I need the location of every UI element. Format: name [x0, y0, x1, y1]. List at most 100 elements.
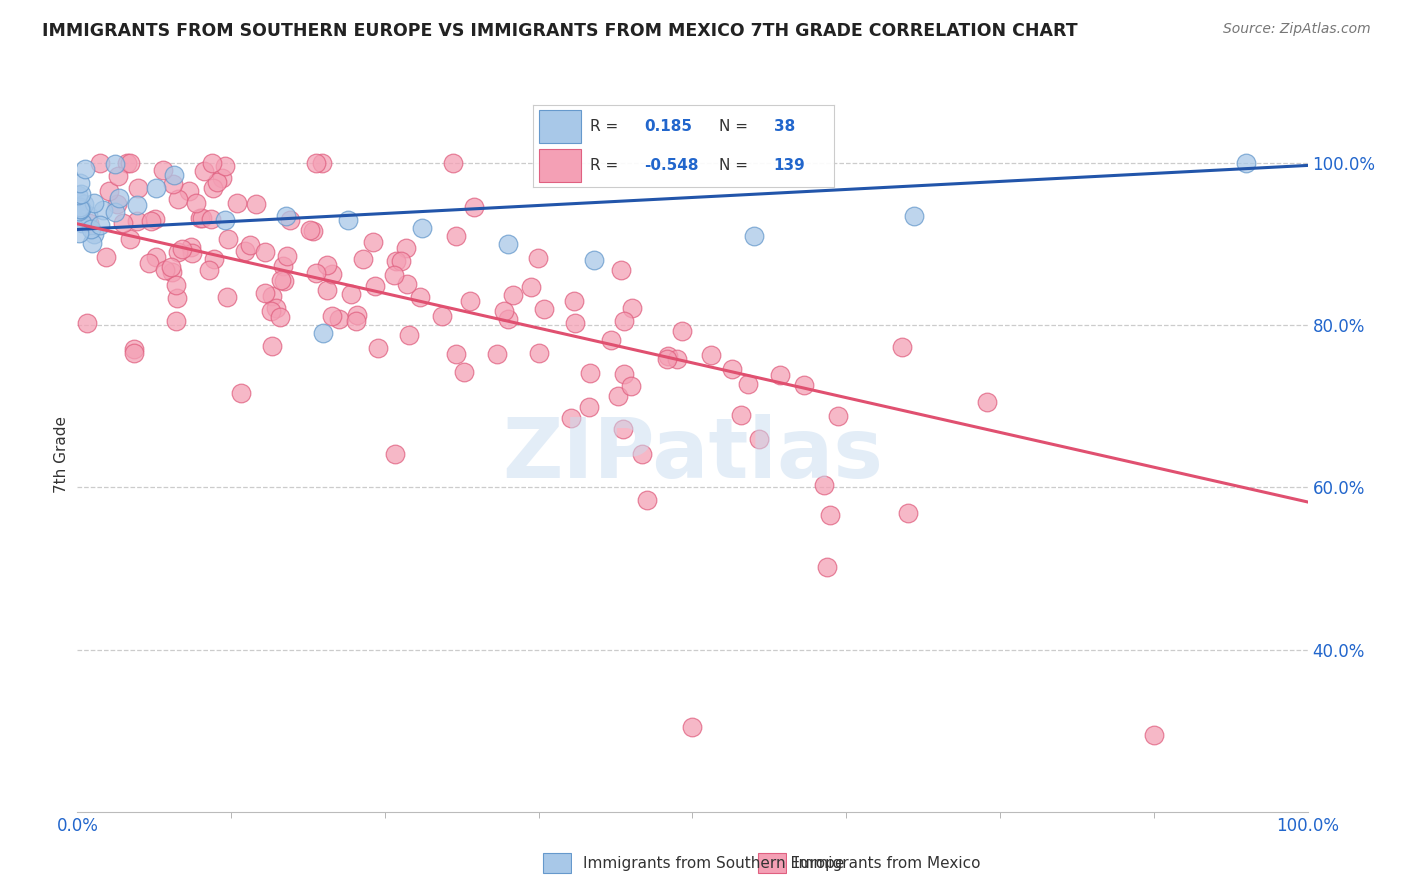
Point: [793, 377, 815, 392]
Point: [453, 366, 475, 380]
Point: [202, 252, 225, 267]
Point: [301, 224, 323, 238]
Point: [385, 254, 408, 268]
Point: [607, 389, 630, 403]
Point: [361, 235, 384, 249]
Point: [578, 366, 600, 380]
Point: [818, 508, 841, 522]
Point: [903, 209, 925, 223]
Point: [152, 163, 174, 178]
Text: ZIPatlas: ZIPatlas: [502, 415, 883, 495]
Point: [253, 245, 276, 260]
Point: [578, 400, 600, 414]
Point: [636, 493, 658, 508]
Point: [526, 251, 548, 265]
Point: [613, 367, 636, 381]
Point: [396, 277, 419, 291]
Point: [620, 379, 643, 393]
Point: [311, 156, 333, 170]
Point: [69, 202, 91, 216]
Point: [80, 235, 103, 250]
Point: [610, 263, 633, 277]
Point: [67, 209, 90, 223]
Point: [97, 184, 120, 198]
Point: [700, 348, 723, 362]
Point: [655, 352, 678, 367]
Point: [70, 202, 93, 216]
Point: [276, 249, 298, 263]
Point: [160, 260, 183, 275]
Point: [273, 274, 295, 288]
Point: [260, 339, 283, 353]
Point: [897, 506, 920, 520]
Point: [666, 351, 689, 366]
Point: [211, 171, 233, 186]
Point: [337, 212, 360, 227]
Point: [125, 214, 148, 228]
Point: [613, 314, 636, 328]
Point: [66, 205, 89, 219]
Point: [827, 409, 849, 423]
Point: [229, 386, 252, 401]
Point: [533, 301, 555, 316]
Point: [299, 223, 322, 237]
Point: [166, 291, 188, 305]
Point: [432, 309, 454, 323]
Point: [564, 316, 586, 330]
Point: [145, 250, 167, 264]
Point: [235, 244, 257, 259]
Point: [730, 408, 752, 422]
Point: [1143, 728, 1166, 742]
Point: [89, 218, 111, 232]
Point: [73, 196, 96, 211]
Point: [486, 346, 509, 360]
Point: [83, 196, 105, 211]
Y-axis label: 7th Grade: 7th Grade: [53, 417, 69, 493]
Point: [321, 309, 343, 323]
Point: [205, 175, 228, 189]
Point: [104, 157, 127, 171]
Point: [682, 720, 704, 734]
Point: [107, 169, 129, 183]
Point: [162, 177, 184, 191]
Point: [124, 345, 146, 359]
Point: [384, 447, 406, 461]
Point: [107, 191, 129, 205]
Point: [815, 560, 838, 574]
Point: [444, 228, 467, 243]
Point: [560, 411, 582, 425]
Point: [115, 156, 138, 170]
Point: [316, 284, 339, 298]
Point: [260, 304, 283, 318]
Point: [612, 422, 634, 436]
Point: [165, 314, 187, 328]
Point: [197, 263, 219, 277]
Point: [463, 200, 485, 214]
Point: [398, 328, 420, 343]
Point: [160, 265, 183, 279]
Point: [190, 211, 212, 225]
Bar: [758, 854, 786, 873]
Point: [118, 156, 141, 170]
Point: [239, 238, 262, 252]
Point: [441, 156, 464, 170]
Point: [813, 477, 835, 491]
Point: [458, 293, 481, 308]
Point: [69, 202, 91, 216]
Point: [214, 212, 236, 227]
Point: [321, 267, 343, 281]
Point: [167, 244, 190, 259]
Point: [737, 376, 759, 391]
Point: [657, 349, 679, 363]
Point: [83, 227, 105, 241]
Point: [201, 180, 224, 194]
Point: [890, 340, 912, 354]
Point: [346, 308, 368, 322]
Point: [138, 255, 160, 269]
Point: [94, 250, 117, 264]
Point: [630, 447, 652, 461]
Point: [562, 294, 585, 309]
Point: [496, 237, 519, 252]
Point: [201, 156, 224, 170]
Point: [188, 211, 211, 225]
